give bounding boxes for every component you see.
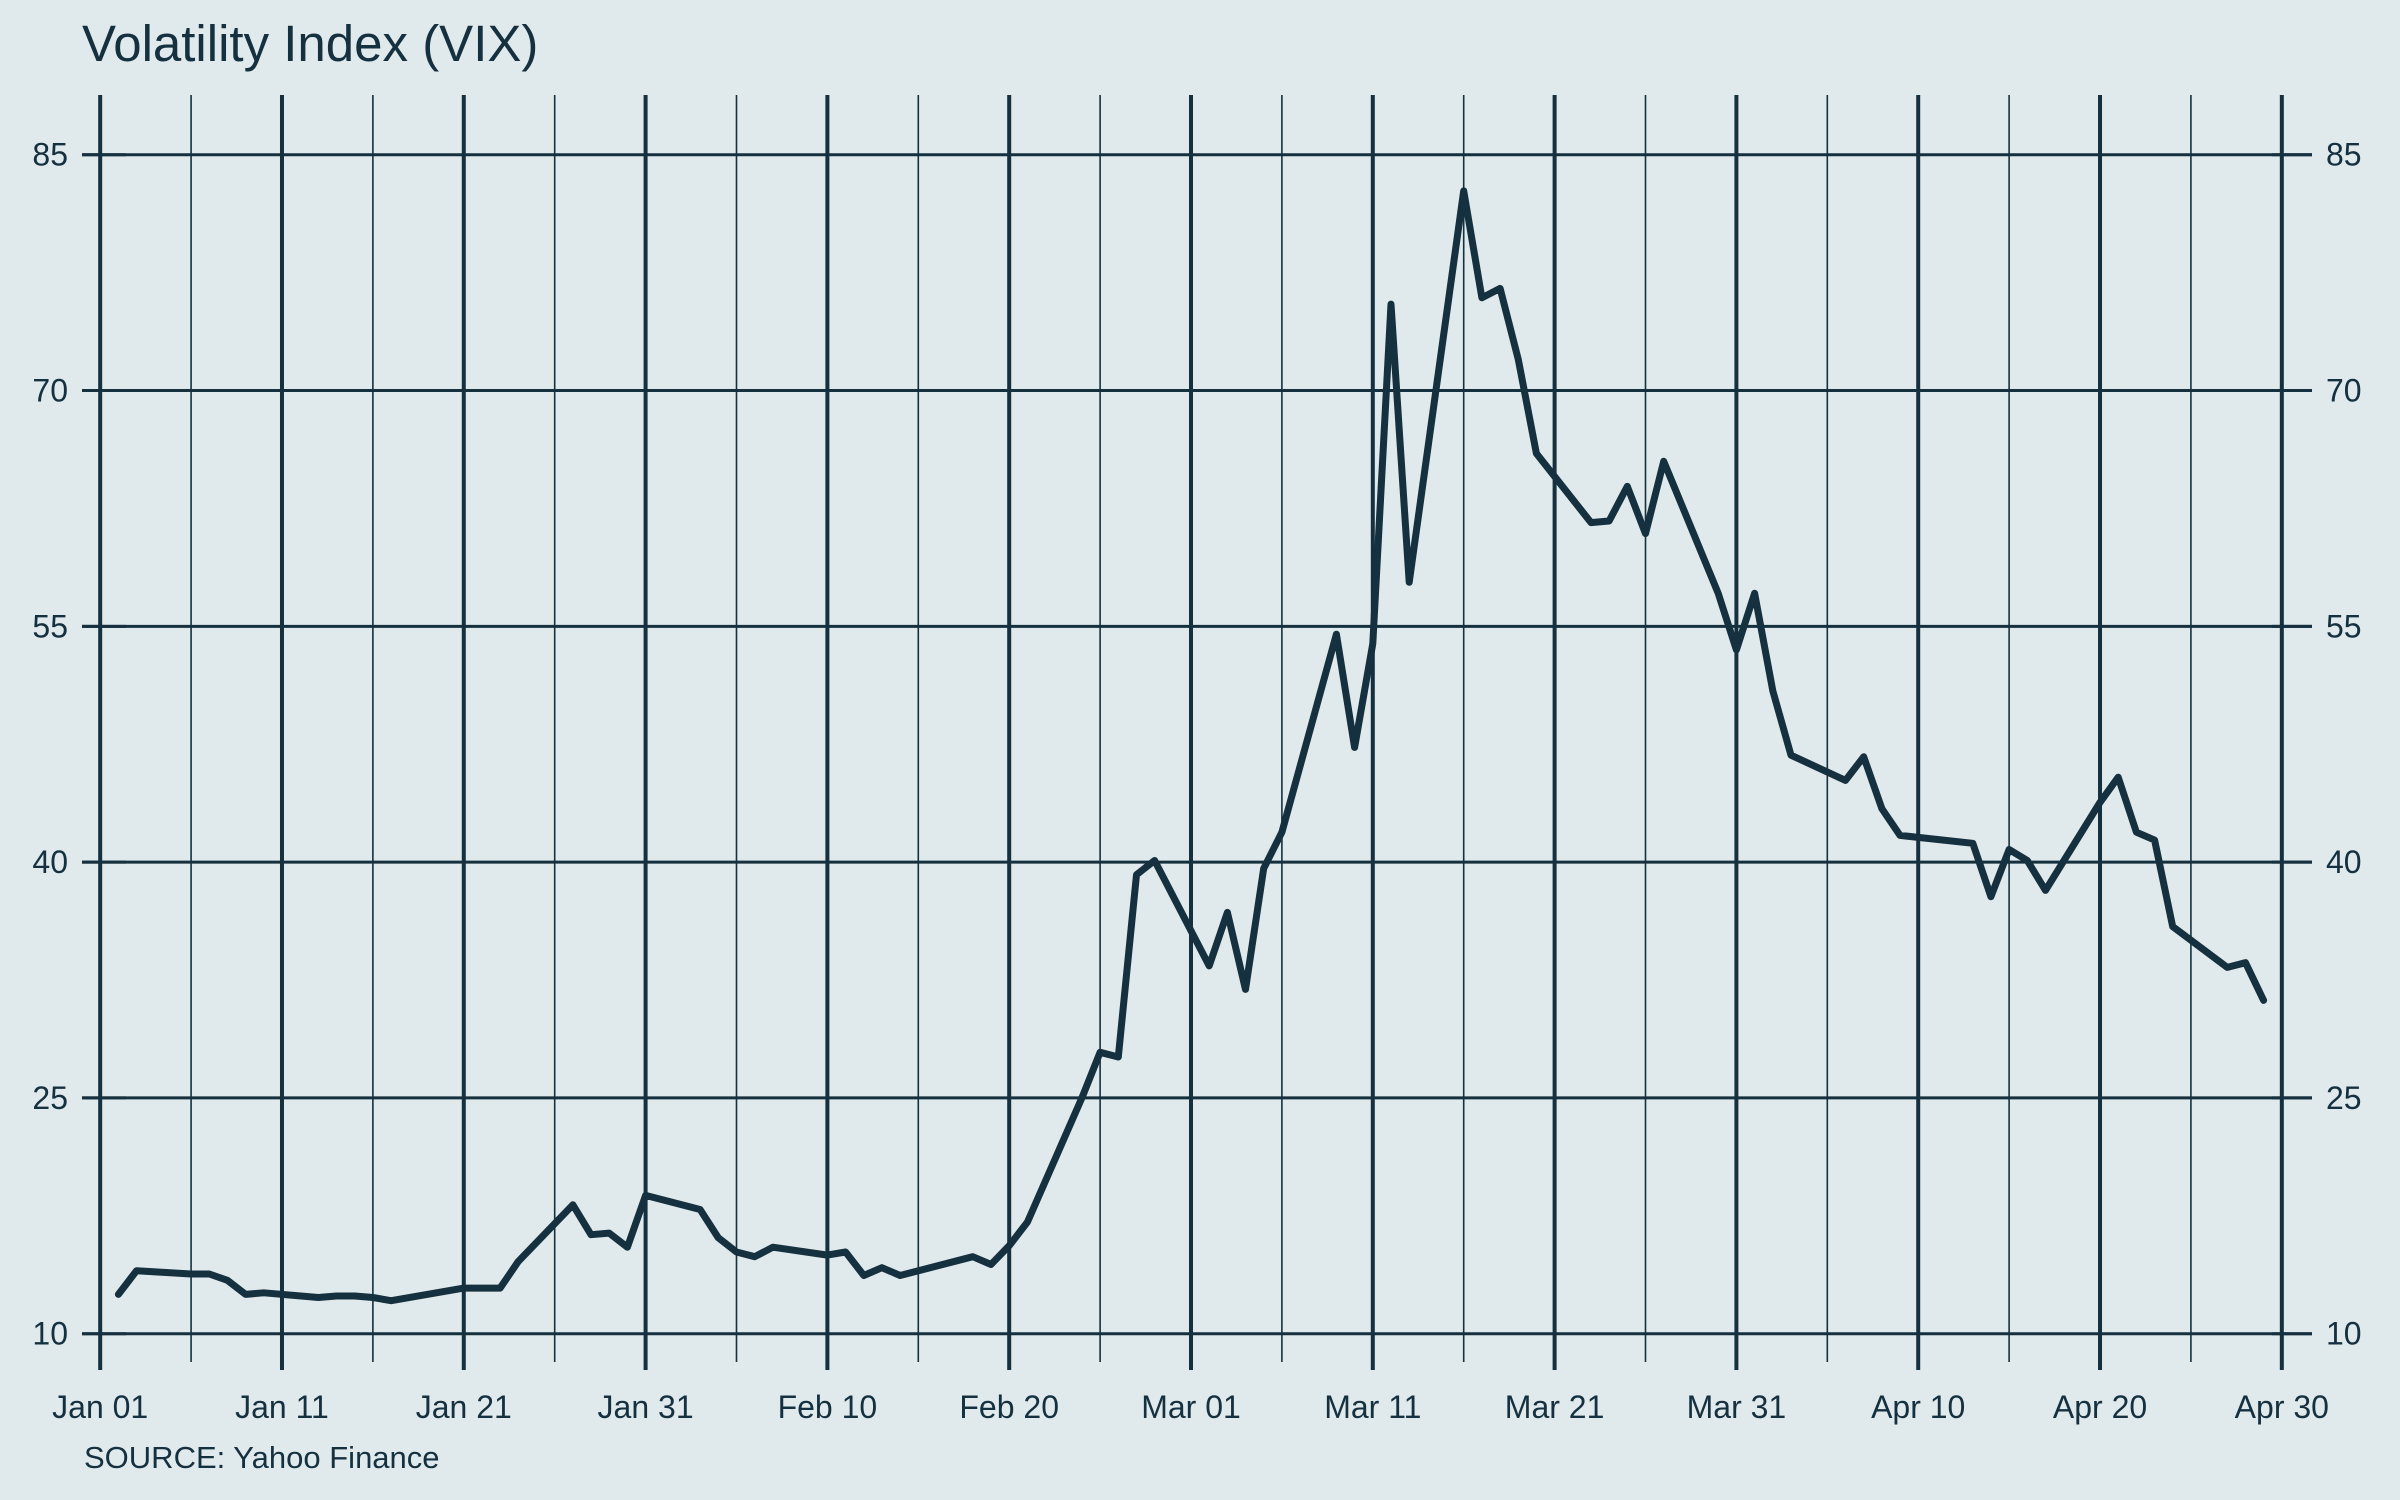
x-tick-label-3: Jan 31 bbox=[598, 1389, 694, 1425]
y-tick-label-left-85: 85 bbox=[32, 137, 68, 173]
chart-title: Volatility Index (VIX) bbox=[82, 15, 539, 72]
series-line-0 bbox=[114, 187, 2268, 1305]
x-tick-label-4: Feb 10 bbox=[778, 1389, 878, 1425]
y-tick-label-left-25: 25 bbox=[32, 1080, 68, 1116]
x-tick-label-5: Feb 20 bbox=[959, 1389, 1059, 1425]
x-tick-label-11: Apr 20 bbox=[2053, 1389, 2147, 1425]
x-tick-label-10: Apr 10 bbox=[1871, 1389, 1965, 1425]
x-tick-label-8: Mar 21 bbox=[1505, 1389, 1605, 1425]
y-tick-label-right-85: 85 bbox=[2326, 137, 2362, 173]
grid-layer bbox=[82, 95, 2312, 1370]
x-tick-label-7: Mar 11 bbox=[1324, 1389, 1421, 1425]
y-tick-label-right-55: 55 bbox=[2326, 608, 2362, 644]
x-tick-label-0: Jan 01 bbox=[52, 1389, 148, 1425]
y-tick-label-right-10: 10 bbox=[2326, 1316, 2362, 1352]
y-tick-label-left-40: 40 bbox=[32, 844, 68, 880]
x-tick-label-9: Mar 31 bbox=[1687, 1389, 1787, 1425]
axis-layer: 10 10 25 25 40 40 55 55 70 70 85 85 Jan 01 Jan 11 Jan … bbox=[32, 137, 2361, 1425]
x-tick-label-2: Jan 21 bbox=[416, 1389, 512, 1425]
y-tick-label-left-55: 55 bbox=[32, 608, 68, 644]
y-tick-label-right-25: 25 bbox=[2326, 1080, 2362, 1116]
source-note: SOURCE: Yahoo Finance bbox=[84, 1440, 440, 1475]
x-tick-label-12: Apr 30 bbox=[2235, 1389, 2329, 1425]
x-tick-label-1: Jan 11 bbox=[235, 1389, 329, 1425]
x-tick-label-6: Mar 01 bbox=[1141, 1389, 1241, 1425]
y-tick-label-right-40: 40 bbox=[2326, 844, 2362, 880]
series-layer bbox=[114, 187, 2268, 1305]
y-tick-label-left-10: 10 bbox=[32, 1316, 68, 1352]
y-tick-label-right-70: 70 bbox=[2326, 373, 2362, 409]
y-tick-label-left-70: 70 bbox=[32, 373, 68, 409]
